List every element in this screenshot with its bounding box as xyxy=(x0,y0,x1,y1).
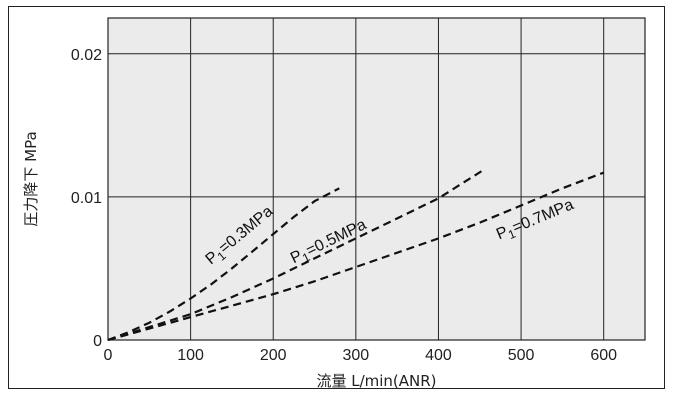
x-tick-label: 600 xyxy=(590,347,617,364)
x-tick-label: 500 xyxy=(508,347,535,364)
series-line xyxy=(107,187,340,342)
x-tick-label: 200 xyxy=(260,347,287,364)
plot-area xyxy=(107,17,646,341)
x-axis-title: 流量 L/min(ANR) xyxy=(316,372,436,390)
y-tick-label: 0.01 xyxy=(71,190,102,207)
y-tick-label: 0.02 xyxy=(71,47,102,64)
grid-lines xyxy=(108,18,645,340)
tick-labels: 0 100 200 300 400 500 600 0 0.01 0.02 xyxy=(71,47,617,364)
x-tick-label: 100 xyxy=(177,347,204,364)
series-line xyxy=(107,168,485,342)
y-tick-label: 0 xyxy=(93,333,102,350)
y-axis-title: 圧力降下 MPa xyxy=(22,131,40,226)
x-tick-label: 0 xyxy=(104,347,113,364)
x-tick-label: 300 xyxy=(342,347,369,364)
series-layer xyxy=(107,168,605,342)
x-tick-label: 400 xyxy=(425,347,452,364)
series-line xyxy=(107,171,605,342)
